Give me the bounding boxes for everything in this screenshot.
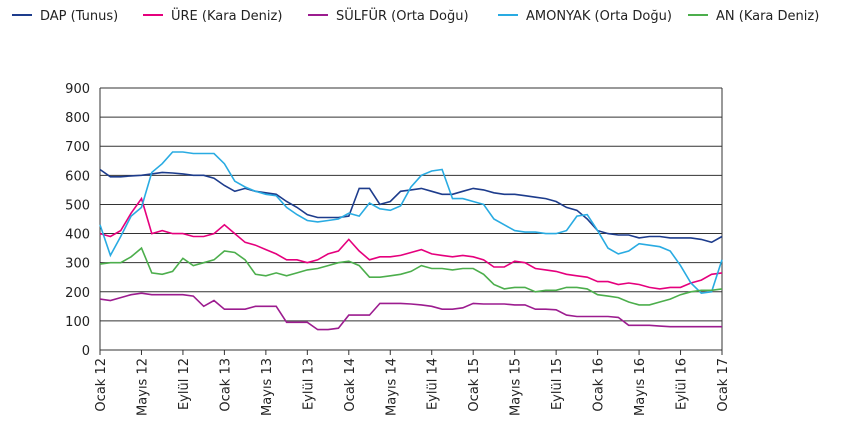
y-tick-label: 500 bbox=[65, 198, 90, 213]
y-tick-label: 0 bbox=[82, 344, 90, 359]
y-tick-label: 200 bbox=[65, 286, 90, 301]
x-tick-label: Eylül 15 bbox=[550, 358, 565, 410]
x-tick-label: Mayıs 16 bbox=[633, 358, 648, 416]
y-tick-label: 900 bbox=[65, 82, 90, 97]
series-line bbox=[99, 246, 723, 306]
legend-label: DAP (Tunus) bbox=[40, 9, 118, 24]
x-tick-label: Eylül 14 bbox=[426, 358, 441, 410]
x-tick-label: Ocak 15 bbox=[467, 358, 482, 412]
series-line bbox=[99, 151, 723, 295]
x-tick-label: Mayıs 13 bbox=[260, 358, 275, 416]
x-tick-label: Mayıs 15 bbox=[509, 358, 524, 416]
x-tick-label: Ocak 13 bbox=[218, 358, 233, 412]
x-tick-label: Ocak 12 bbox=[94, 358, 109, 412]
legend-label: ÜRE (Kara Deniz) bbox=[171, 7, 282, 24]
legend-label: AMONYAK (Orta Doğu) bbox=[526, 9, 672, 24]
x-tick-label: Mayıs 14 bbox=[384, 358, 399, 416]
series-line bbox=[99, 292, 722, 331]
x-tick-label: Eylül 13 bbox=[301, 358, 316, 410]
x-tick-label: Mayıs 12 bbox=[135, 358, 150, 416]
y-tick-label: 400 bbox=[65, 228, 90, 243]
legend-label: AN (Kara Deniz) bbox=[716, 9, 819, 24]
legend-label: SÜLFÜR (Orta Doğu) bbox=[336, 7, 469, 24]
y-tick-label: 100 bbox=[65, 315, 90, 330]
x-tick-label: Eylül 16 bbox=[675, 358, 690, 410]
y-tick-label: 300 bbox=[65, 257, 90, 272]
y-tick-label: 700 bbox=[65, 140, 90, 155]
x-tick-label: Eylül 12 bbox=[177, 358, 192, 410]
series-line bbox=[99, 196, 723, 290]
x-tick-label: Ocak 17 bbox=[716, 358, 731, 412]
series-line bbox=[99, 168, 723, 244]
y-tick-label: 600 bbox=[65, 169, 90, 184]
x-tick-label: Ocak 14 bbox=[343, 358, 358, 412]
x-tick-label: Ocak 16 bbox=[592, 358, 607, 412]
y-tick-label: 800 bbox=[65, 111, 90, 126]
